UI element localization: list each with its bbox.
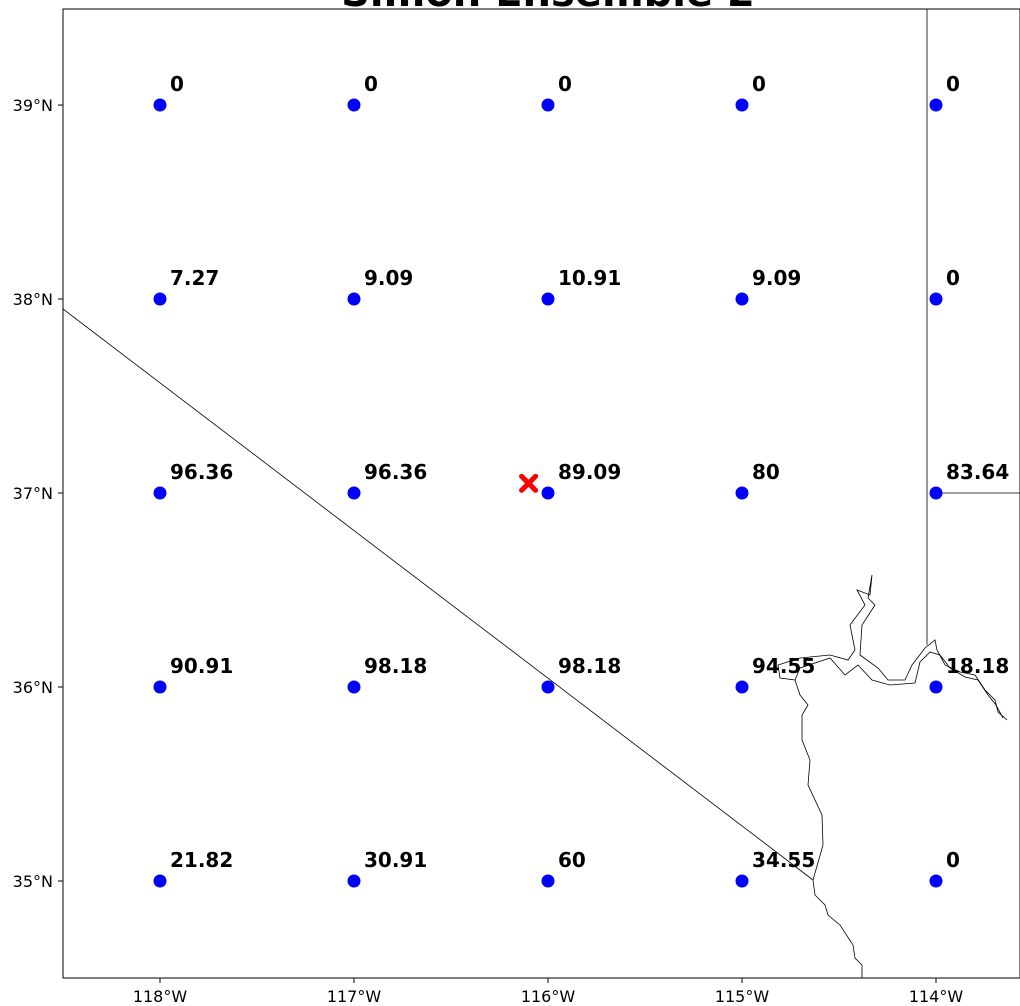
grid-point (153, 680, 167, 694)
x-tick-label: 118°W (133, 987, 188, 1006)
grid-point (347, 680, 361, 694)
point-value: 34.55 (752, 848, 815, 872)
grid-point (929, 292, 943, 306)
y-tick-label: 35°N (13, 872, 53, 891)
point-value: 7.27 (170, 266, 219, 290)
point-value: 30.91 (364, 848, 427, 872)
grid-point (347, 292, 361, 306)
grid-point (541, 98, 555, 112)
x-tick-label: 116°W (521, 987, 576, 1006)
grid-point (735, 292, 749, 306)
grid-point (541, 680, 555, 694)
x-tick-label: 115°W (715, 987, 770, 1006)
y-tick-label: 37°N (13, 484, 53, 503)
borders (63, 9, 1020, 978)
grid-point (929, 680, 943, 694)
point-value: 0 (364, 72, 378, 96)
y-tick-label: 38°N (13, 290, 53, 309)
grid-point (735, 680, 749, 694)
location-marker (519, 473, 539, 493)
point-value: 9.09 (752, 266, 801, 290)
grid-point (735, 874, 749, 888)
point-value: 0 (170, 72, 184, 96)
grid-point (153, 486, 167, 500)
point-value: 0 (946, 848, 960, 872)
grid-point (153, 874, 167, 888)
point-value: 83.64 (946, 460, 1009, 484)
grid-point (347, 874, 361, 888)
point-value: 0 (946, 72, 960, 96)
grid-point (153, 292, 167, 306)
grid-point (929, 486, 943, 500)
y-tick-label: 36°N (13, 678, 53, 697)
point-value: 80 (752, 460, 780, 484)
grid-point (929, 98, 943, 112)
point-value: 0 (946, 266, 960, 290)
grid-point (929, 874, 943, 888)
point-value: 9.09 (364, 266, 413, 290)
point-value: 90.91 (170, 654, 233, 678)
grid-point (153, 98, 167, 112)
grid-point (735, 98, 749, 112)
grid-point (735, 486, 749, 500)
grid-point (347, 98, 361, 112)
point-value: 96.36 (170, 460, 233, 484)
x-tick-label: 117°W (327, 987, 382, 1006)
point-value: 21.82 (170, 848, 233, 872)
state-border (63, 308, 814, 881)
grid-point (347, 486, 361, 500)
point-value: 60 (558, 848, 586, 872)
point-value: 94.55 (752, 654, 815, 678)
grid-point (541, 292, 555, 306)
point-value: 18.18 (946, 654, 1009, 678)
point-value: 0 (558, 72, 572, 96)
grid-point (541, 486, 555, 500)
point-value: 10.91 (558, 266, 621, 290)
point-value: 98.18 (558, 654, 621, 678)
river (777, 574, 1008, 978)
x-tick-label: 114°W (909, 987, 964, 1006)
point-value: 89.09 (558, 460, 621, 484)
point-value: 96.36 (364, 460, 427, 484)
chart-title: Simon Ensemble 2 (341, 0, 755, 16)
point-value: 0 (752, 72, 766, 96)
y-tick-label: 39°N (13, 96, 53, 115)
axes-frame (62, 8, 1020, 979)
river (794, 651, 1004, 719)
grid-point (541, 874, 555, 888)
point-value: 98.18 (364, 654, 427, 678)
